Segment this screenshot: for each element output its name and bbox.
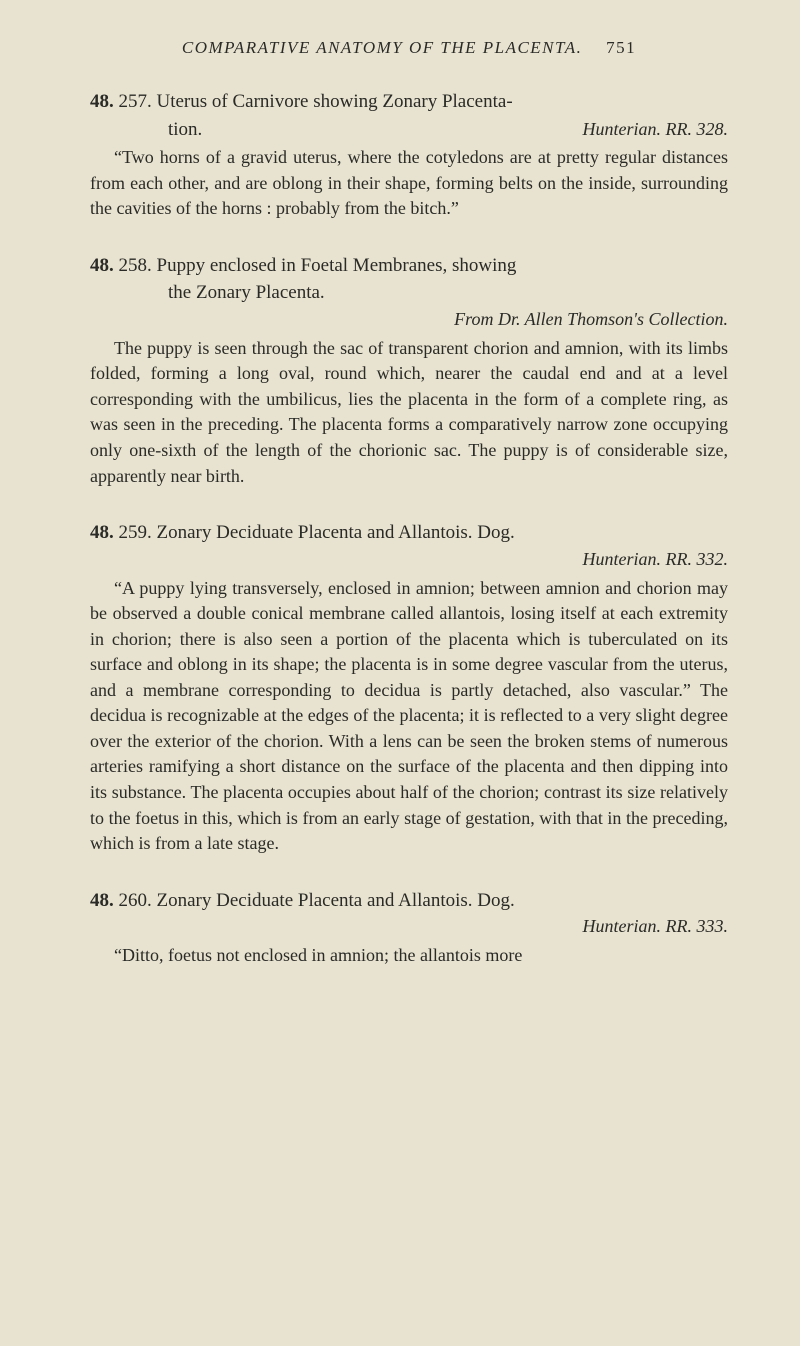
- entry-body-para: The puppy is seen through the sac of tra…: [90, 336, 728, 489]
- entry-title-line1: 48. 259. Zonary Deciduate Placenta and A…: [90, 519, 728, 547]
- entry-header: 48. 259. Zonary Deciduate Placenta and A…: [90, 519, 728, 547]
- entry-title-line1: 48. 258. Puppy enclosed in Foetal Membra…: [90, 252, 728, 280]
- entry-title-cont: the Zonary Placenta.: [168, 282, 325, 303]
- entry-header: 48. 260. Zonary Deciduate Placenta and A…: [90, 887, 728, 915]
- entry-num: 48.: [90, 522, 114, 543]
- entry-48-257: 48. 257. Uterus of Carnivore showing Zon…: [90, 88, 728, 222]
- entry-title: Zonary Deciduate Placenta and Allantois.…: [157, 890, 515, 911]
- header-title: COMPARATIVE ANATOMY OF THE PLACENTA.: [182, 38, 582, 57]
- entry-attribution: From Dr. Allen Thomson's Collection.: [90, 309, 728, 330]
- entry-body-para: “A puppy lying transversely, enclosed in…: [90, 576, 728, 857]
- entry-attribution: Hunterian. RR. 333.: [90, 916, 728, 937]
- entry-attribution: Hunterian. RR. 332.: [90, 549, 728, 570]
- entry-subnum: 260.: [119, 890, 152, 911]
- entry-title-line1: 48. 257. Uterus of Carnivore showing Zon…: [90, 88, 728, 116]
- entry-title-line1: 48. 260. Zonary Deciduate Placenta and A…: [90, 887, 728, 915]
- entry-subnum: 257.: [119, 91, 152, 112]
- entry-body-para: “Two horns of a gravid uterus, where the…: [90, 145, 728, 222]
- entry-num: 48.: [90, 255, 114, 276]
- entry-body: The puppy is seen through the sac of tra…: [90, 336, 728, 489]
- entry-title: Uterus of Carnivore showing Zonary Place…: [157, 91, 513, 112]
- entry-body: “Two horns of a gravid uterus, where the…: [90, 145, 728, 222]
- entry-title-line2: tion. Hunterian. RR. 328.: [90, 116, 728, 144]
- entry-48-258: 48. 258. Puppy enclosed in Foetal Membra…: [90, 252, 728, 489]
- entry-body-para: “Ditto, foetus not enclosed in amnion; t…: [90, 943, 728, 969]
- entry-48-259: 48. 259. Zonary Deciduate Placenta and A…: [90, 519, 728, 857]
- entry-title: Puppy enclosed in Foetal Membranes, show…: [157, 255, 517, 276]
- entry-header: 48. 257. Uterus of Carnivore showing Zon…: [90, 88, 728, 143]
- entry-num: 48.: [90, 890, 114, 911]
- entry-header: 48. 258. Puppy enclosed in Foetal Membra…: [90, 252, 728, 307]
- entry-48-260: 48. 260. Zonary Deciduate Placenta and A…: [90, 887, 728, 969]
- entry-body: “A puppy lying transversely, enclosed in…: [90, 576, 728, 857]
- entry-subnum: 258.: [119, 255, 152, 276]
- entry-body: “Ditto, foetus not enclosed in amnion; t…: [90, 943, 728, 969]
- entry-title: Zonary Deciduate Placenta and Allantois.…: [157, 522, 515, 543]
- entry-num: 48.: [90, 91, 114, 112]
- running-header: COMPARATIVE ANATOMY OF THE PLACENTA. 751: [90, 38, 728, 58]
- entry-title-cont: tion.: [168, 119, 202, 140]
- page-number: 751: [606, 38, 636, 57]
- entry-attribution: Hunterian. RR. 328.: [583, 116, 729, 142]
- entry-subnum: 259.: [119, 522, 152, 543]
- entry-title-line2: the Zonary Placenta.: [90, 279, 728, 307]
